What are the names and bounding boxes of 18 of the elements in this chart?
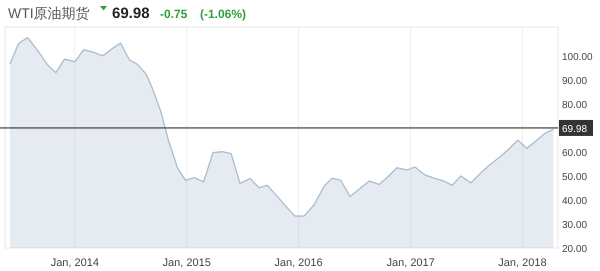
y-tick-label: 40.00: [562, 196, 588, 207]
y-tick-label: 90.00: [562, 76, 588, 87]
x-tick-label: Jan, 2016: [274, 257, 323, 269]
x-tick-label: Jan, 2018: [498, 257, 547, 269]
text: -0.75: [160, 7, 188, 21]
y-tick-label: 20.00: [562, 244, 588, 255]
x-tick-label: Jan, 2017: [386, 257, 435, 269]
y-tick-label: 80.00: [562, 100, 588, 111]
text: 69.98: [112, 5, 150, 22]
x-tick-label: Jan, 2015: [162, 257, 211, 269]
y-tick-label: 50.00: [562, 172, 588, 183]
ref-line-label: 69.98: [562, 124, 588, 135]
x-tick-label: Jan, 2014: [50, 257, 100, 269]
chart-title: WTI原油期货: [8, 5, 90, 21]
text: (-1.06%): [200, 7, 246, 21]
y-tick-label: 60.00: [562, 148, 588, 159]
y-tick-label: 30.00: [562, 220, 588, 231]
y-tick-label: 100.00: [562, 52, 594, 63]
